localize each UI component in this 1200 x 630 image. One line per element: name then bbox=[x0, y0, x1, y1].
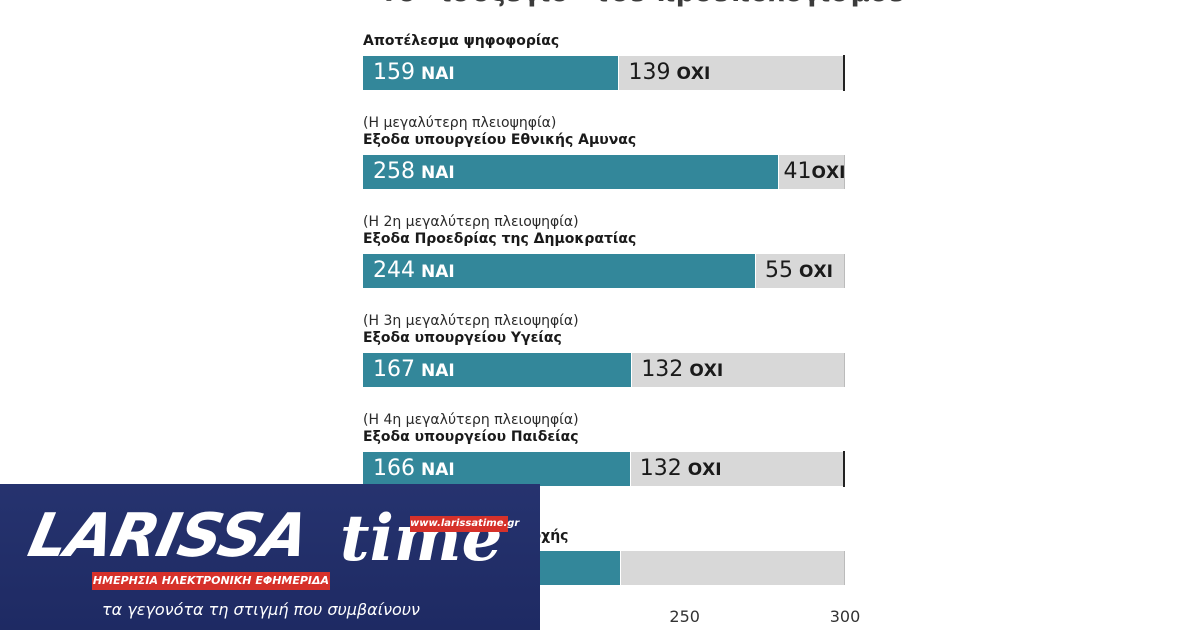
yes-unit: ΝΑΙ bbox=[421, 262, 455, 282]
bar-group-text: (Η 4η μεγαλύτερη πλειοψηφία) Εξοδα υπουργ… bbox=[363, 412, 847, 446]
no-unit: ΟΧΙ bbox=[689, 361, 724, 381]
no-data-label: 132 ΟΧΙ bbox=[640, 455, 722, 484]
bar-segment-no bbox=[777, 155, 845, 189]
chart-title: Το «ισοζύγιο» του προϋπολογισμού bbox=[380, 0, 905, 8]
bar-end-marker bbox=[844, 155, 845, 189]
bar-label: Εξοδα Προεδρίας της Δημοκρατίας bbox=[363, 231, 637, 247]
bar-group-text: (Η 2η μεγαλύτερη πλειοψηφία) Εξοδα Προεδρ… bbox=[363, 214, 847, 248]
no-unit: ΟΧΙ bbox=[811, 163, 846, 183]
bar-label: Εξοδα υπουργείου Εθνικής Αμυνας bbox=[363, 132, 637, 148]
yes-unit: ΝΑΙ bbox=[421, 460, 455, 480]
yes-data-label: 166 ΝΑΙ bbox=[373, 455, 455, 484]
no-value: 41 bbox=[783, 159, 812, 184]
bar-group-text: (Η 3η μεγαλύτερη πλειοψηφία) Εξοδα υπουργ… bbox=[363, 313, 847, 347]
bar-label: Αποτέλεσμα ψηφοφορίας bbox=[363, 33, 560, 49]
yes-value: 166 bbox=[373, 456, 415, 481]
yes-unit: ΝΑΙ bbox=[421, 163, 455, 183]
yes-value: 244 bbox=[373, 258, 415, 283]
no-unit: ΟΧΙ bbox=[799, 262, 833, 282]
logo-slogan: τα γεγονότα τη στιγμή που συμβαίνουν bbox=[102, 600, 420, 619]
bar-note: (Η μεγαλύτερη πλειοψηφία) bbox=[363, 115, 557, 131]
yes-unit: ΝΑΙ bbox=[421, 361, 455, 381]
yes-value: 167 bbox=[373, 357, 415, 382]
yes-data-label: 159 ΝΑΙ bbox=[373, 59, 455, 88]
bar-group-text: (Η μεγαλύτερη πλειοψηφία) Εξοδα υπουργείο… bbox=[363, 115, 847, 149]
no-data-label: 55 ΟΧΙ bbox=[765, 257, 833, 286]
stacked-bar: 244 ΝΑΙ 55 ΟΧΙ bbox=[363, 254, 845, 288]
bar-segment-no bbox=[631, 353, 845, 387]
no-value: 55 bbox=[765, 258, 794, 283]
yes-data-label: 244 ΝΑΙ bbox=[373, 257, 455, 286]
no-data-label: 139 ΟΧΙ bbox=[628, 59, 710, 88]
bar-segment-yes bbox=[363, 353, 632, 387]
stacked-bar: 167 ΝΑΙ 132 ΟΧΙ bbox=[363, 353, 845, 387]
no-value: 132 bbox=[641, 357, 684, 382]
stacked-bar: 159 ΝΑΙ 139 ΟΧΙ bbox=[363, 55, 845, 91]
bar-segment-yes bbox=[363, 254, 756, 288]
no-data-label: 41ΟΧΙ bbox=[784, 158, 846, 187]
bar-end-marker bbox=[844, 353, 845, 387]
bar-group-text: Αποτέλεσμα ψηφοφορίας bbox=[363, 33, 847, 50]
bar-end-marker bbox=[843, 451, 845, 487]
no-value: 139 bbox=[628, 60, 671, 85]
x-tick-label: 250 bbox=[669, 607, 700, 626]
larissatime-logo[interactable]: LARISSA time www.larissatime.gr ΗΜΕΡΗΣΙΑ… bbox=[0, 484, 540, 630]
bar-end-marker bbox=[844, 551, 845, 585]
bar-segment-no bbox=[629, 452, 845, 486]
yes-data-label: 167 ΝΑΙ bbox=[373, 356, 455, 385]
no-value: 132 bbox=[639, 456, 682, 481]
bar-end-marker bbox=[844, 254, 845, 288]
bar-note: (Η 4η μεγαλύτερη πλειοψηφία) bbox=[363, 412, 579, 428]
bar-segment-no bbox=[618, 56, 845, 90]
bar-segment-yes bbox=[363, 155, 778, 189]
bar-segment-no bbox=[620, 551, 845, 585]
no-unit: ΟΧΙ bbox=[687, 460, 722, 480]
logo-strapline: ΗΜΕΡΗΣΙΑ ΗΛΕΚΤΡΟΝΙΚΗ ΕΦΗΜΕΡΙΔΑ bbox=[92, 572, 330, 590]
bar-end-marker bbox=[843, 55, 845, 91]
no-data-label: 132 ΟΧΙ bbox=[641, 356, 723, 385]
yes-unit: ΝΑΙ bbox=[421, 64, 455, 84]
stacked-bar: 166 ΝΑΙ 132 ΟΧΙ bbox=[363, 451, 845, 487]
bar-note: (Η 2η μεγαλύτερη πλειοψηφία) bbox=[363, 214, 579, 230]
bar-segment-no bbox=[755, 254, 845, 288]
bar-note: (Η 3η μεγαλύτερη πλειοψηφία) bbox=[363, 313, 579, 329]
no-unit: ΟΧΙ bbox=[676, 64, 711, 84]
x-tick-label: 300 bbox=[829, 607, 861, 626]
bar-label: Εξοδα υπουργείου Παιδείας bbox=[363, 429, 579, 445]
yes-value: 258 bbox=[373, 159, 415, 184]
logo-wordmark: LARISSA bbox=[22, 501, 315, 571]
bar-segment-yes bbox=[363, 452, 630, 486]
yes-data-label: 258 ΝΑΙ bbox=[373, 158, 455, 187]
yes-value: 159 bbox=[373, 60, 415, 85]
logo-url-badge: www.larissatime.gr bbox=[410, 516, 519, 532]
bar-label: Εξοδα υπουργείου Υγείας bbox=[363, 330, 562, 346]
bar-segment-yes bbox=[363, 56, 619, 90]
stacked-bar: 258 ΝΑΙ 41ΟΧΙ bbox=[363, 155, 845, 189]
